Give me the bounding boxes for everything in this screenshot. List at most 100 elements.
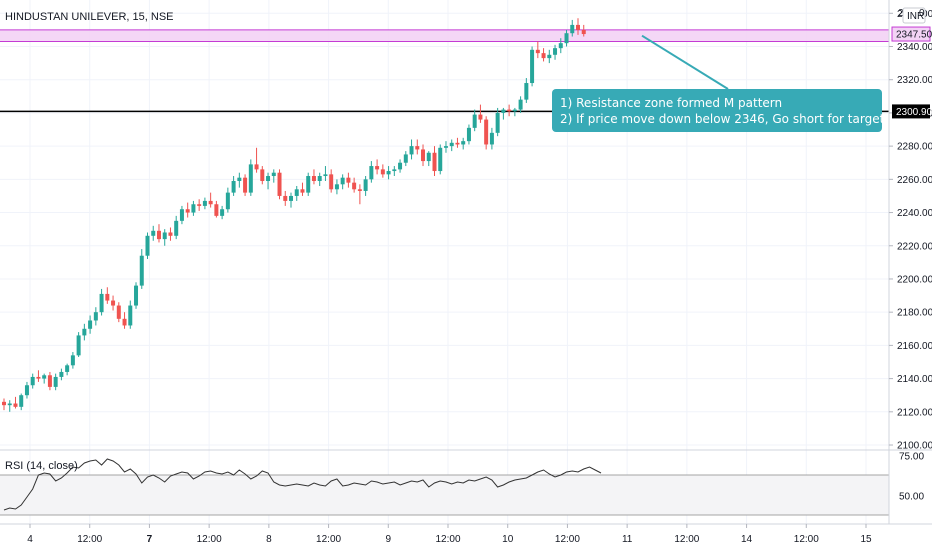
time-tick-label: 10 [502, 534, 514, 545]
candle [311, 169, 316, 185]
candle [36, 370, 41, 382]
candle [558, 38, 563, 54]
candle [329, 169, 334, 193]
price-tick-label: 2160.00 [897, 341, 932, 352]
candle [116, 302, 121, 323]
price-tick-label: 2140.00 [897, 374, 932, 385]
candle [197, 199, 202, 211]
candle [340, 174, 345, 190]
candle [254, 147, 259, 173]
price-tick-label: 2340.00 [897, 42, 932, 53]
candle [289, 192, 293, 208]
currency-badge: INR [907, 11, 924, 22]
candle [300, 182, 305, 196]
time-tick-label: 12:00 [674, 534, 699, 545]
candle [202, 197, 207, 210]
candle [122, 312, 127, 329]
time-axis[interactable]: 4 12:00 7 12:00 8 12:00 9 12:00 10 12:00 11 12:00 14… [27, 524, 872, 545]
time-tick-label: 12:00 [435, 534, 460, 545]
candle [271, 169, 276, 183]
candle [53, 373, 58, 391]
resistance-tag-bg [891, 26, 931, 42]
candle [76, 332, 81, 358]
candle [581, 24, 586, 37]
candle [461, 137, 466, 150]
candle [530, 46, 535, 87]
callout-box [552, 89, 882, 132]
candle [409, 139, 414, 160]
top-right-fragment-right: 0 [919, 8, 925, 19]
candle [99, 288, 104, 316]
candle [277, 169, 282, 200]
candle [294, 185, 299, 201]
candle [185, 202, 190, 218]
candle [472, 109, 477, 132]
candle [220, 205, 225, 220]
price-tick-label: 2240.00 [897, 208, 932, 219]
candle [24, 381, 29, 399]
candle [323, 166, 328, 181]
price-axis[interactable]: 2360.002340.002320.002300.002280.002260.… [889, 9, 932, 452]
candle [283, 190, 288, 206]
resistance-tag-text: 2347.50 [896, 30, 932, 41]
time-tick-label: 15 [860, 534, 872, 545]
time-tick-label: 12:00 [794, 534, 819, 545]
candle [82, 323, 87, 341]
currency-badge-box[interactable] [902, 7, 926, 24]
candle [455, 137, 460, 148]
symbol-title[interactable]: HINDUSTAN UNILEVER, 15, NSE [5, 11, 174, 23]
candle [403, 151, 408, 167]
candle [317, 172, 322, 186]
candle [535, 41, 540, 59]
candle [105, 287, 110, 304]
candle [134, 282, 139, 309]
price-tick-label: 2220.00 [897, 241, 932, 252]
candle [507, 104, 512, 117]
candle [564, 29, 569, 47]
candle [248, 159, 253, 196]
candle [392, 166, 397, 177]
candle [179, 205, 184, 225]
candle [512, 107, 517, 117]
candle [65, 363, 70, 376]
time-tick-label: 12:00 [77, 534, 102, 545]
candle [231, 176, 236, 196]
candle [449, 139, 454, 152]
candle [59, 368, 64, 381]
resistance-zone[interactable] [0, 29, 889, 42]
candle [237, 172, 242, 188]
candle [352, 177, 357, 193]
rsi-axis[interactable]: 75.00 50.00 [899, 452, 924, 503]
candle [380, 164, 385, 178]
callout-line-1: 1) Resistance zone formed M pattern [560, 96, 782, 110]
candle [174, 215, 179, 240]
candle [484, 116, 489, 150]
time-tick-label: 7 [147, 534, 153, 545]
candle [334, 179, 339, 195]
candle [438, 144, 443, 175]
candle [243, 174, 248, 196]
candle [42, 373, 47, 384]
candle [266, 172, 271, 190]
candle [553, 44, 558, 60]
candle [156, 224, 161, 243]
candlestick-series[interactable] [2, 18, 586, 412]
rsi-legend[interactable]: RSI (14, close) [5, 460, 78, 472]
candle [145, 232, 150, 260]
candle [13, 396, 18, 409]
candle [30, 373, 35, 389]
candle [426, 151, 431, 167]
annotation-callout[interactable]: 1) Resistance zone formed M pattern 2) I… [552, 89, 919, 132]
candle [346, 172, 351, 188]
price-tick-label: 2200.00 [897, 274, 932, 285]
price-tick-label: 2260.00 [897, 175, 932, 186]
candle [369, 161, 374, 183]
candle [214, 200, 219, 218]
candle [93, 307, 98, 326]
candle [168, 227, 173, 241]
rsi-tick-label: 50.00 [899, 492, 924, 503]
price-tick-label: 2100.00 [897, 441, 932, 452]
candle [443, 141, 448, 153]
resistance-price-tag: 2347.50 [891, 26, 932, 42]
